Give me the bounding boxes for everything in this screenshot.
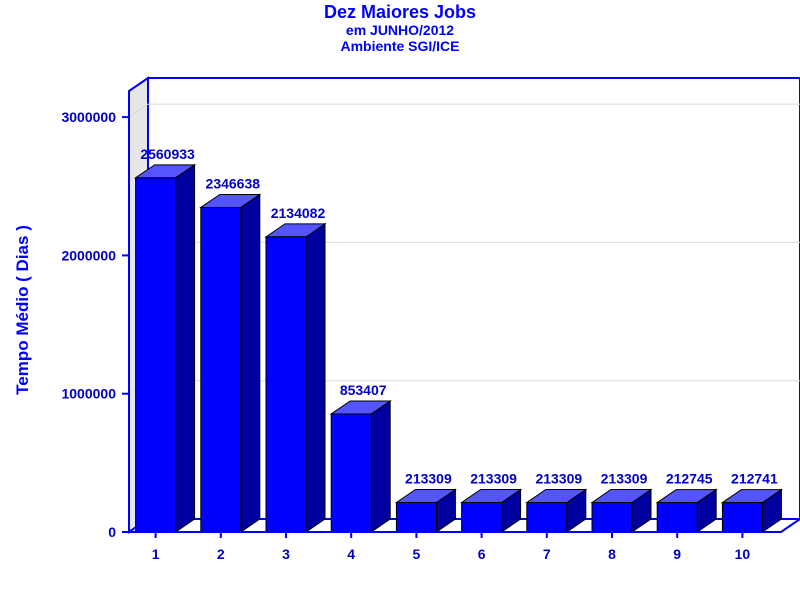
bar: [525, 488, 588, 533]
data-label: 2346638: [206, 175, 261, 191]
x-tick-label: 6: [478, 546, 486, 562]
y-tick-label: 1000000: [61, 386, 116, 402]
axes: 0 1000000 2000000 3000000 1 2 3 4 5 6 7 8 9 10: [61, 91, 781, 562]
y-axis-label: Tempo Médio ( Dias ): [13, 225, 32, 395]
x-tick-label: 10: [735, 546, 751, 562]
bar-side: [240, 193, 261, 533]
bar: [590, 488, 653, 533]
x-tick-label: 3: [282, 546, 290, 562]
data-label: 2560933: [140, 146, 195, 162]
data-label: 213309: [601, 470, 648, 486]
data-label: 213309: [535, 470, 582, 486]
x-tick-label: 5: [413, 546, 421, 562]
bar: [394, 488, 458, 533]
bar: [199, 193, 262, 533]
x-tick-label: 9: [673, 546, 681, 562]
bar: [133, 163, 197, 533]
bar-front: [395, 501, 437, 533]
y-tick-label: 2000000: [61, 247, 116, 263]
bar: [459, 488, 523, 533]
bar-side: [305, 222, 326, 533]
data-labels: 2560933 2346638 2134082 853407 213309 213309 2…: [140, 146, 778, 487]
bar: [264, 222, 327, 533]
bar-front: [461, 501, 503, 533]
bar-front: [200, 206, 242, 533]
bar-front: [721, 502, 763, 533]
bar: [655, 488, 718, 533]
chart-subtitle-2: Ambiente SGI/ICE: [340, 38, 460, 54]
y-tick-label: 0: [108, 524, 116, 540]
bar-front: [330, 413, 372, 533]
x-tick-label: 1: [152, 546, 160, 562]
x-tick-label: 8: [608, 546, 616, 562]
chart-title: Dez Maiores Jobs: [323, 2, 477, 22]
bar-side: [370, 400, 391, 533]
bar: [720, 488, 784, 533]
data-label: 213309: [405, 470, 452, 486]
bars: [133, 163, 784, 533]
bar-front: [526, 501, 568, 533]
bar-front: [135, 177, 177, 533]
x-tick-label: 7: [543, 546, 551, 562]
bar-side: [175, 163, 196, 533]
data-label: 2134082: [271, 205, 326, 221]
bar-front: [656, 502, 698, 533]
bar: [329, 400, 392, 533]
data-label: 213309: [470, 470, 517, 486]
data-label: 212741: [731, 471, 778, 487]
data-label: 212745: [666, 471, 713, 487]
gridline-side: [128, 103, 149, 118]
bar-front: [591, 501, 633, 533]
data-label: 853407: [340, 382, 387, 398]
x-tick-label: 2: [217, 546, 225, 562]
chart-title-block: Dez Maiores Jobs em JUNHO/2012 Ambiente …: [0, 2, 800, 54]
bar-front: [265, 236, 307, 533]
x-tick-label: 4: [347, 546, 355, 562]
y-tick-label: 3000000: [61, 109, 116, 125]
chart-subtitle-1: em JUNHO/2012: [345, 22, 455, 38]
